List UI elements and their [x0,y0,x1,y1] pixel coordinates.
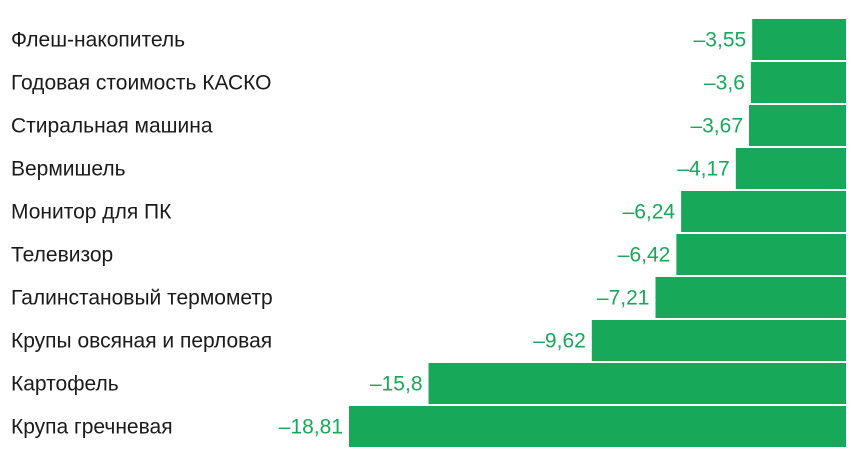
bars [349,19,846,447]
value-labels: –3,55 –3,6 –3,67 –4,17–6,24 –6,42 –7,21 –9,62 –… [279,29,746,439]
value-label: –7,21 [597,287,650,310]
category-label: Картофель [11,373,119,396]
value-label: –4,17 [677,158,730,181]
bar [752,19,846,60]
bar [655,277,846,318]
value-label: –6,42 [618,244,671,267]
value-label: –18,81 [279,416,343,439]
category-label: Крупа гречневая [11,416,173,439]
bar [349,406,846,447]
bar [676,234,846,275]
category-label: Флеш-накопитель [11,29,185,52]
bar [681,191,846,232]
category-label: Галинстановый термометр [11,287,273,310]
value-label: –6,24 [623,201,676,224]
category-label: Стиральная машина [11,115,213,138]
value-label: –3,67 [690,115,743,138]
value-label: –3,6 [704,72,745,95]
category-label: Монитор для ПК [11,201,172,224]
bar [428,363,846,404]
category-label: Крупы овсяная и перловая [11,330,272,353]
value-label: –15,8 [370,373,423,396]
bar [591,320,846,361]
bar [749,105,846,146]
value-label: –3,55 [694,29,747,52]
category-label: Годовая стоимость КАСКО [11,72,272,95]
bar [750,62,846,103]
category-label: Вермишель [11,158,126,181]
category-label: Телевизор [11,244,113,267]
bar [735,148,846,189]
value-label: –9,62 [533,330,586,353]
category-labels: Флеш-накопитель Годовая стоимость КАСКО Ст… [11,29,273,439]
